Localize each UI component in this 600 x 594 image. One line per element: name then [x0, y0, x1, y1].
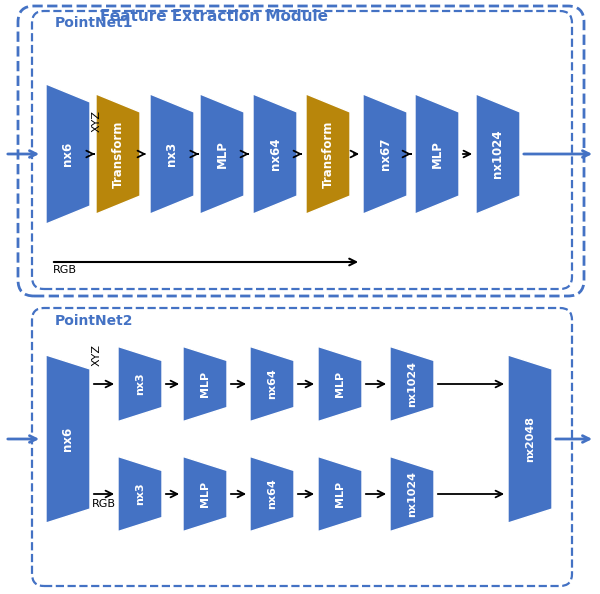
Polygon shape [183, 346, 227, 422]
Text: MLP: MLP [431, 140, 443, 168]
Text: Transform: Transform [112, 121, 125, 188]
Polygon shape [250, 457, 294, 532]
Polygon shape [390, 457, 434, 532]
Text: RGB: RGB [92, 499, 116, 509]
Text: PointNet1: PointNet1 [55, 16, 133, 30]
Text: MLP: MLP [200, 371, 210, 397]
Polygon shape [476, 94, 520, 214]
Text: nx67: nx67 [379, 138, 392, 170]
Polygon shape [46, 355, 90, 523]
Text: nx3: nx3 [135, 372, 145, 396]
Polygon shape [118, 457, 162, 532]
Text: nx1024: nx1024 [407, 361, 417, 407]
Text: nx3: nx3 [135, 483, 145, 505]
Polygon shape [318, 457, 362, 532]
Text: MLP: MLP [335, 371, 345, 397]
Text: nx64: nx64 [267, 369, 277, 399]
Text: XYZ: XYZ [92, 344, 102, 366]
Text: Transform: Transform [322, 121, 335, 188]
Text: nx6: nx6 [62, 427, 74, 451]
Text: nx64: nx64 [269, 138, 281, 170]
Text: nx3: nx3 [166, 142, 179, 166]
Polygon shape [200, 94, 244, 214]
Text: PointNet2: PointNet2 [55, 314, 133, 328]
Text: nx1024: nx1024 [491, 129, 505, 178]
Polygon shape [415, 94, 459, 214]
Polygon shape [390, 346, 434, 422]
Polygon shape [253, 94, 297, 214]
Polygon shape [318, 346, 362, 422]
Polygon shape [96, 94, 140, 214]
Polygon shape [363, 94, 407, 214]
Polygon shape [250, 346, 294, 422]
Polygon shape [508, 355, 552, 523]
Polygon shape [150, 94, 194, 214]
Text: nx1024: nx1024 [407, 471, 417, 517]
Text: MLP: MLP [215, 140, 229, 168]
Text: MLP: MLP [200, 481, 210, 507]
Text: nx6: nx6 [62, 142, 74, 166]
Text: XYZ: XYZ [92, 110, 102, 132]
Text: MLP: MLP [335, 481, 345, 507]
Text: nx2048: nx2048 [525, 416, 535, 462]
Polygon shape [183, 457, 227, 532]
Text: RGB: RGB [53, 265, 77, 275]
Text: Feature Extraction Module: Feature Extraction Module [100, 9, 328, 24]
Polygon shape [306, 94, 350, 214]
Polygon shape [46, 84, 90, 224]
Text: nx64: nx64 [267, 479, 277, 510]
Polygon shape [118, 346, 162, 422]
